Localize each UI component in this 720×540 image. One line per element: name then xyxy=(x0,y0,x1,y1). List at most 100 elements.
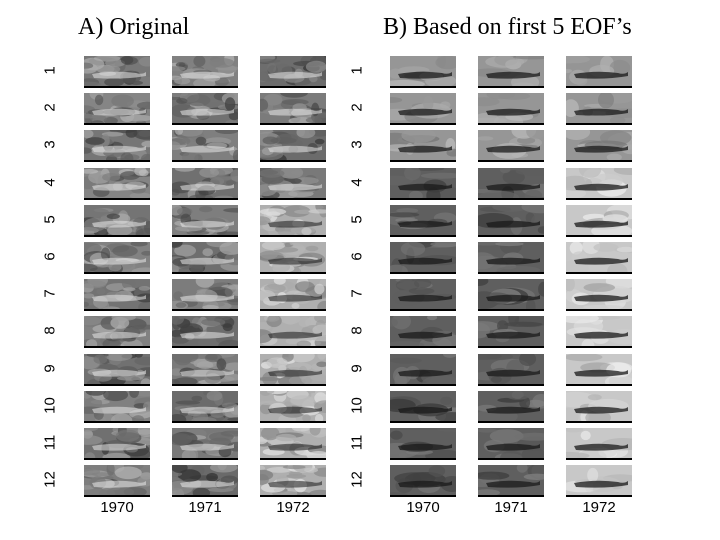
map-thumbnail xyxy=(172,353,238,384)
column-year-label: 1971 xyxy=(494,499,528,516)
map-thumbnail xyxy=(84,316,150,347)
map-thumbnail xyxy=(260,93,326,124)
map-thumbnail xyxy=(566,56,632,86)
thumbnail-baseline xyxy=(566,420,632,423)
map-thumbnail xyxy=(84,56,150,86)
map-thumbnail xyxy=(84,390,150,421)
thumbnail-baseline xyxy=(478,86,544,88)
thumbnail-baseline xyxy=(390,458,456,460)
thumbnail-baseline xyxy=(566,346,632,349)
map-thumbnail xyxy=(172,204,238,235)
map-thumbnail xyxy=(84,204,150,235)
thumbnail-baseline xyxy=(172,383,238,386)
panel-b-title: B) Based on first 5 EOF’s xyxy=(383,14,632,40)
row-label: 11 xyxy=(348,434,366,451)
thumbnail-baseline xyxy=(390,123,456,126)
thumbnail-baseline xyxy=(478,495,544,498)
map-thumbnail xyxy=(478,316,544,347)
thumbnail-baseline xyxy=(390,346,456,349)
thumbnail-baseline xyxy=(478,383,544,386)
map-thumbnail xyxy=(566,204,632,235)
thumbnail-baseline xyxy=(260,420,326,423)
map-thumbnail xyxy=(260,56,326,86)
map-thumbnail xyxy=(84,93,150,124)
thumbnail-baseline xyxy=(172,458,238,460)
row-label: 12 xyxy=(348,471,366,489)
thumbnail-baseline xyxy=(478,123,544,126)
thumbnail-baseline xyxy=(260,346,326,349)
row-label: 2 xyxy=(348,103,366,112)
map-thumbnail xyxy=(84,465,150,496)
thumbnail-baseline xyxy=(478,160,544,163)
thumbnail-baseline xyxy=(390,86,456,88)
map-thumbnail xyxy=(84,353,150,384)
thumbnail-baseline xyxy=(390,234,456,237)
map-thumbnail xyxy=(260,428,326,458)
map-thumbnail xyxy=(260,242,326,272)
map-thumbnail xyxy=(566,93,632,124)
map-thumbnail xyxy=(566,428,632,458)
thumbnail-baseline xyxy=(390,197,456,200)
thumbnail-baseline xyxy=(84,309,150,312)
thumbnail-baseline xyxy=(478,234,544,237)
thumbnail-baseline xyxy=(84,234,150,237)
thumbnail-baseline xyxy=(390,495,456,498)
map-thumbnail xyxy=(390,279,456,310)
thumbnail-baseline xyxy=(390,160,456,163)
thumbnail-baseline xyxy=(478,197,544,200)
map-thumbnail xyxy=(172,279,238,310)
column-year-label: 1972 xyxy=(582,499,616,516)
map-thumbnail xyxy=(566,465,632,496)
map-thumbnail xyxy=(260,204,326,235)
map-thumbnail xyxy=(478,204,544,235)
map-thumbnail xyxy=(172,316,238,347)
map-thumbnail xyxy=(172,167,238,198)
thumbnail-baseline xyxy=(172,197,238,200)
map-thumbnail xyxy=(260,279,326,310)
thumbnail-baseline xyxy=(172,86,238,88)
row-label: 3 xyxy=(348,140,366,150)
map-thumbnail xyxy=(390,93,456,124)
thumbnail-baseline xyxy=(172,420,238,423)
map-thumbnail xyxy=(566,167,632,198)
map-thumbnail xyxy=(390,353,456,384)
thumbnail-baseline xyxy=(566,86,632,88)
thumbnail-baseline xyxy=(478,420,544,423)
thumbnail-baseline xyxy=(172,123,238,126)
thumbnail-baseline xyxy=(260,160,326,163)
thumbnail-baseline xyxy=(566,383,632,386)
thumbnail-baseline xyxy=(84,160,150,163)
column-year-label: 1971 xyxy=(188,499,222,516)
map-thumbnail xyxy=(390,56,456,86)
thumbnail-baseline xyxy=(172,160,238,163)
map-thumbnail xyxy=(566,316,632,347)
thumbnail-baseline xyxy=(84,123,150,126)
map-thumbnail xyxy=(172,465,238,496)
map-thumbnail xyxy=(478,353,544,384)
thumbnail-baseline xyxy=(84,272,150,274)
row-label: 9 xyxy=(348,363,366,373)
map-thumbnail xyxy=(566,390,632,421)
row-label: 4 xyxy=(348,177,366,187)
map-thumbnail xyxy=(390,465,456,496)
map-thumbnail xyxy=(172,93,238,124)
map-thumbnail xyxy=(260,390,326,421)
row-label: 7 xyxy=(348,289,366,298)
map-thumbnail xyxy=(260,167,326,198)
thumbnail-baseline xyxy=(390,272,456,274)
thumbnail-baseline xyxy=(260,86,326,88)
thumbnail-baseline xyxy=(566,160,632,163)
map-thumbnail xyxy=(390,130,456,161)
row-label: 8 xyxy=(348,326,366,336)
row-label: 1 xyxy=(348,66,366,75)
map-thumbnail xyxy=(478,56,544,86)
map-thumbnail xyxy=(84,130,150,161)
map-thumbnail xyxy=(260,353,326,384)
thumbnail-baseline xyxy=(390,420,456,423)
thumbnail-baseline xyxy=(260,197,326,200)
map-thumbnail xyxy=(260,316,326,347)
thumbnail-baseline xyxy=(566,309,632,312)
thumbnail-baseline xyxy=(390,383,456,386)
column-year-label: 1970 xyxy=(406,499,440,516)
thumbnail-baseline xyxy=(84,197,150,200)
